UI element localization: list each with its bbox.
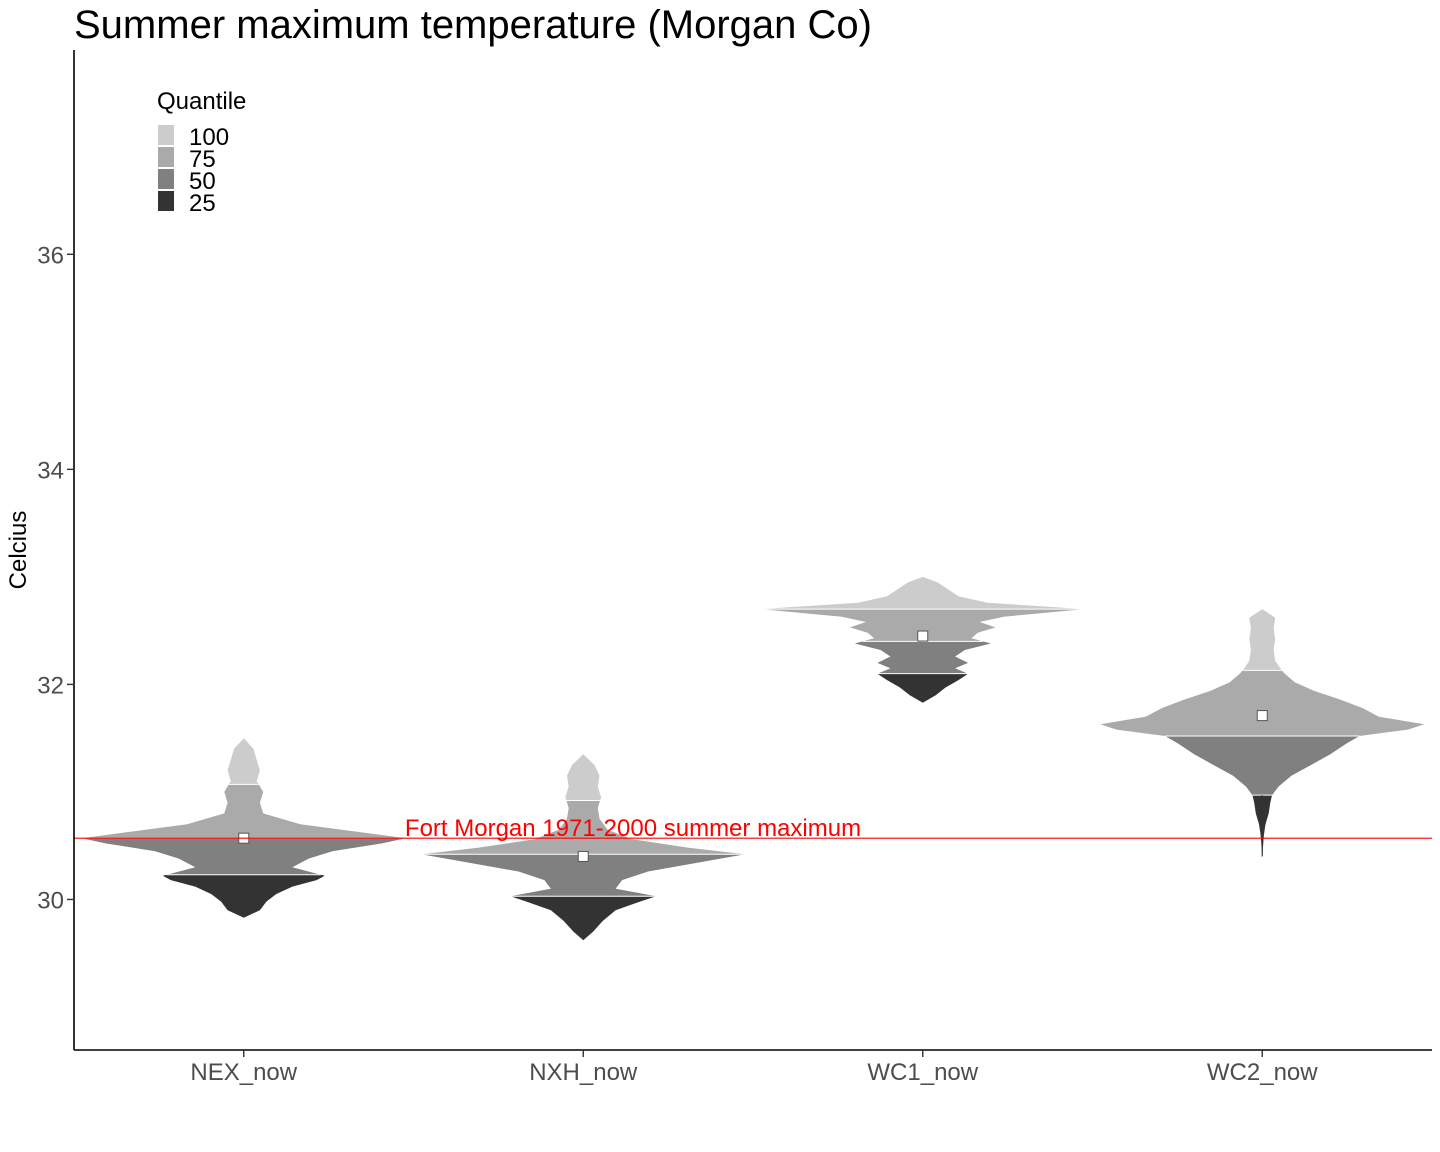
violin-NEX_now <box>81 738 406 918</box>
mean-marker-NXH_now <box>577 850 589 862</box>
mean-marker-WC2_now <box>1256 710 1268 722</box>
x-axis-ticks: NEX_now NXH_now WC1_now WC2_now <box>190 1050 1318 1086</box>
violin-band-q50 <box>1165 736 1360 796</box>
y-tick-label: 34 <box>37 457 64 484</box>
legend-label-100: 100 <box>189 124 229 151</box>
legend-key-25 <box>158 191 174 211</box>
legend-title: Quantile <box>157 88 246 115</box>
violin-band-q100 <box>565 754 602 801</box>
reference-line-label: Fort Morgan 1971-2000 summer maximum <box>405 815 861 842</box>
violin-band-q100 <box>760 576 1085 610</box>
mean-marker-WC1_now <box>917 630 929 642</box>
violin-band-q50 <box>854 641 991 674</box>
y-tick-label: 32 <box>37 672 64 699</box>
legend-label-50: 50 <box>189 168 216 195</box>
violin-band-q100 <box>227 738 260 785</box>
legend-label-25: 25 <box>189 190 216 217</box>
violin-band-q75 <box>81 784 406 839</box>
violin-band-q50 <box>81 838 406 875</box>
legend-label-75: 75 <box>189 146 216 173</box>
x-tick-label: NXH_now <box>529 1059 638 1086</box>
x-tick-label: WC1_now <box>867 1059 978 1086</box>
violin-band-q25 <box>510 896 657 941</box>
legend-key-75 <box>158 147 174 167</box>
violin-NXH_now <box>421 754 746 941</box>
violin-band-q75 <box>760 609 1085 642</box>
legend-key-50 <box>158 169 174 189</box>
y-tick-label: 36 <box>37 242 64 269</box>
y-axis-ticks: 30 32 34 36 <box>37 242 74 914</box>
violin-WC1_now <box>760 576 1085 703</box>
violin-band-q50 <box>421 854 746 897</box>
violin-band-q100 <box>1242 609 1282 671</box>
violin-band-q25 <box>877 673 969 703</box>
violin-band-q75 <box>421 800 746 855</box>
y-axis-title: Celcius <box>5 511 32 590</box>
violin-series-layer <box>81 576 1425 941</box>
x-tick-label: NEX_now <box>190 1059 297 1086</box>
violin-band-q25 <box>162 874 325 918</box>
chart-title: Summer maximum temperature (Morgan Co) <box>74 3 872 47</box>
legend-key-100 <box>158 125 174 145</box>
y-tick-label: 30 <box>37 887 64 914</box>
x-tick-label: WC2_now <box>1207 1059 1318 1086</box>
violin-band-q75 <box>1100 670 1425 736</box>
